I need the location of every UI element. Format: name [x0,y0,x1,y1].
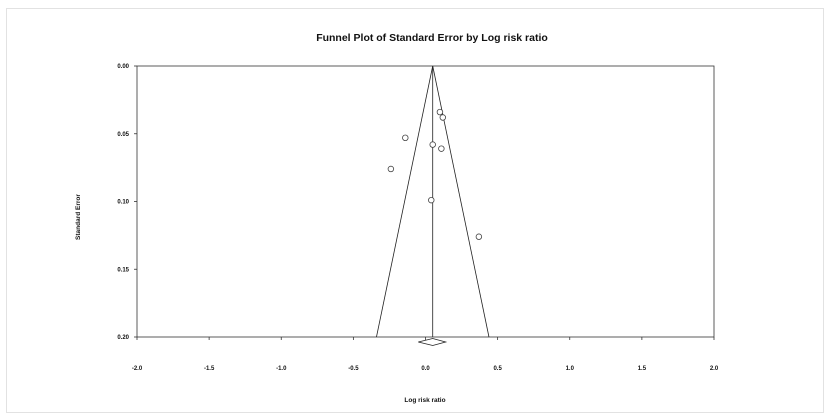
x-tick-label: -1.0 [276,366,287,372]
funnel-lines [376,65,490,346]
x-tick-label: 1.0 [566,366,575,372]
funnel-left-line [376,65,434,338]
y-tick-label: 0.10 [117,200,129,206]
summary-diamond [418,338,448,346]
study-point [436,108,444,116]
x-tick-label: -0.5 [348,366,359,372]
study-point [387,165,395,173]
x-tick-label: -2.0 [132,366,143,372]
y-tick-label: 0.00 [117,64,129,70]
study-point [402,134,409,142]
x-tick-label: 0.5 [493,366,502,372]
y-tick-label: 0.15 [117,267,129,273]
study-point [429,141,436,148]
study-point [428,196,435,204]
y-axis: 0.00 0.05 0.10 0.15 0.20 [117,64,137,341]
funnel-right-line [432,65,490,338]
y-tick-label: 0.05 [117,132,129,138]
x-tick-label: 1.5 [638,366,647,372]
x-axis-title: Log risk ratio [404,397,445,404]
x-tick-label: -1.5 [204,366,215,372]
chart-title: Funnel Plot of Standard Error by Log ris… [316,32,548,44]
x-tick-label: 2.0 [710,366,719,372]
study-point [475,233,483,240]
y-axis-title: Standard Error [75,194,82,240]
x-tick-label: 0.0 [421,366,430,372]
study-points [387,108,483,240]
study-point [439,114,447,121]
study-point [438,145,445,152]
y-tick-label: 0.20 [117,335,129,341]
chart-frame [6,8,824,413]
x-axis: -2.0 -1.5 -1.0 -0.5 0.0 0.5 1.0 1.5 2.0 [132,337,719,372]
plot-area [136,65,715,338]
